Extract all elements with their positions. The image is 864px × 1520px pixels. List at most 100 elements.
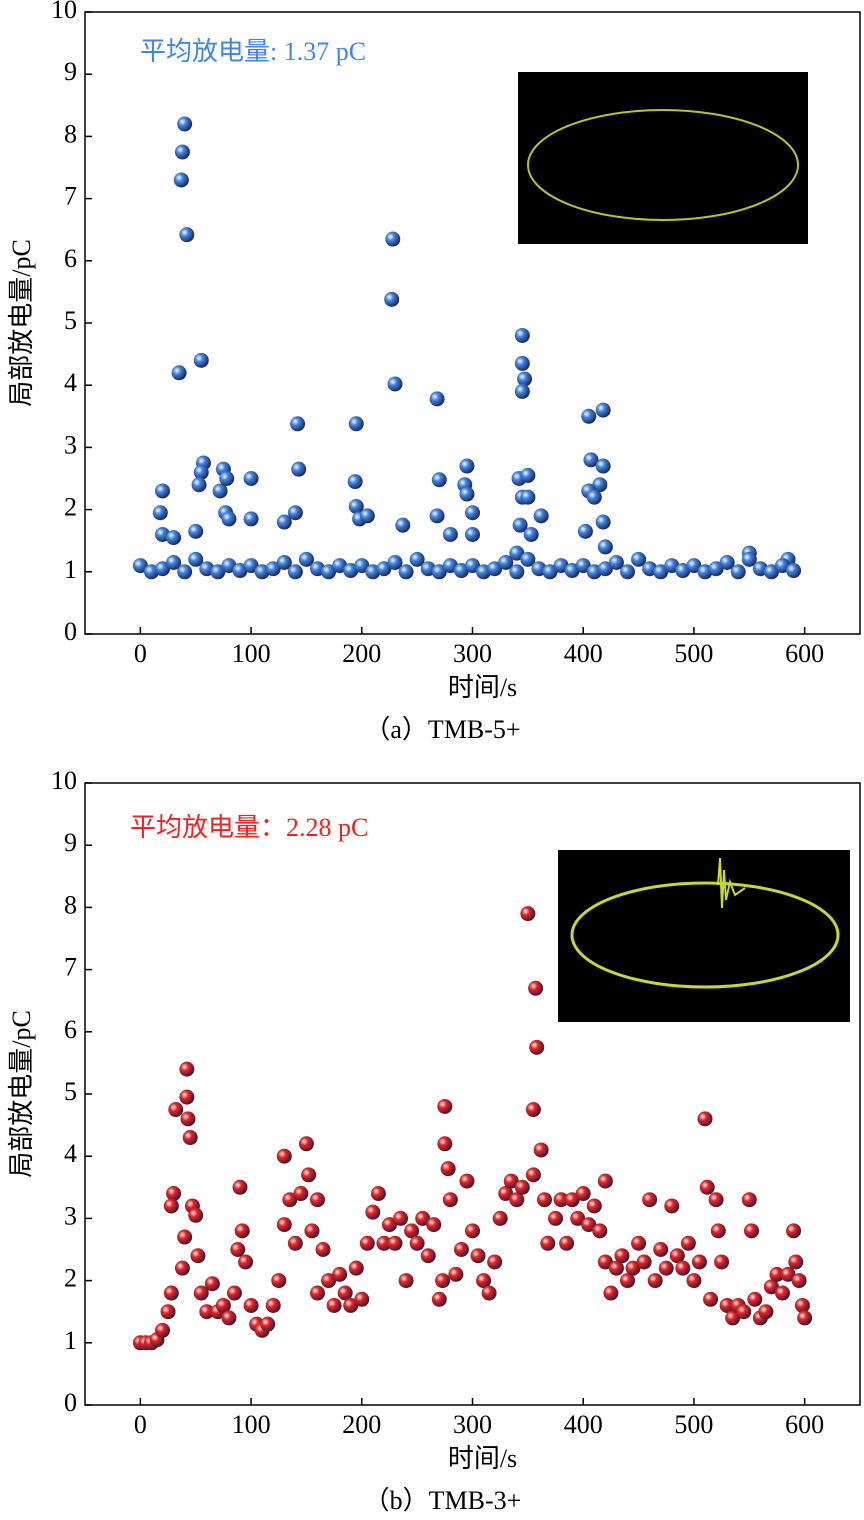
point [741, 551, 757, 567]
point [173, 172, 189, 188]
point [385, 231, 401, 247]
point [780, 1266, 796, 1282]
point [409, 1235, 425, 1251]
point [686, 1273, 702, 1289]
point [597, 1254, 613, 1270]
point [498, 554, 514, 570]
point [230, 1242, 246, 1257]
y-tick-label: 6 [64, 1015, 77, 1044]
point [163, 1285, 179, 1301]
point [769, 1266, 785, 1282]
point [271, 1273, 287, 1289]
point [221, 511, 237, 527]
point [212, 483, 228, 499]
point [498, 1186, 514, 1202]
y-tick-label: 9 [64, 57, 77, 86]
x-tick-label: 500 [674, 639, 713, 668]
point [343, 1297, 359, 1313]
point [481, 1285, 497, 1301]
y-tick-label: 1 [64, 555, 77, 584]
point [512, 517, 528, 533]
point [575, 558, 591, 574]
point [168, 1102, 184, 1118]
x-tick-label: 400 [564, 639, 603, 668]
point [514, 355, 530, 371]
point [298, 1136, 314, 1152]
point [226, 1285, 242, 1301]
point [448, 1266, 464, 1282]
point [636, 1254, 652, 1270]
point [747, 1291, 763, 1307]
point [459, 486, 475, 502]
point [614, 1248, 630, 1264]
y-tick-label: 2 [64, 493, 77, 522]
point [179, 227, 195, 243]
point [163, 1198, 179, 1214]
point [393, 1210, 409, 1226]
point [440, 1161, 456, 1177]
point [219, 471, 235, 486]
point [775, 1285, 790, 1301]
point [492, 1210, 508, 1226]
point [290, 416, 306, 432]
point [536, 1192, 552, 1208]
point [794, 1297, 810, 1313]
point [509, 564, 525, 580]
point [586, 1198, 602, 1214]
point [348, 1260, 364, 1276]
point [210, 564, 226, 580]
point [763, 564, 779, 580]
point [525, 1102, 541, 1118]
point [160, 1304, 176, 1320]
point [487, 1254, 503, 1270]
point [387, 376, 403, 392]
inset-background [558, 850, 850, 1022]
y-tick-label: 8 [64, 890, 77, 919]
inset-b [558, 850, 850, 1022]
point [658, 1260, 674, 1276]
point [581, 408, 597, 424]
point [287, 564, 303, 580]
point [592, 1223, 608, 1239]
point [533, 508, 549, 524]
point [437, 1136, 453, 1152]
point [540, 1235, 556, 1251]
point [435, 1273, 451, 1289]
point [797, 1310, 813, 1326]
point [453, 1242, 469, 1257]
point [179, 1061, 195, 1077]
point [376, 561, 392, 577]
point [620, 564, 635, 580]
point [437, 1098, 453, 1114]
point [155, 1322, 170, 1338]
point [180, 1111, 196, 1127]
point [459, 458, 475, 474]
point [642, 1192, 658, 1208]
point [575, 1186, 591, 1202]
point [581, 1217, 597, 1233]
point [193, 1285, 209, 1301]
x-tick-label: 200 [342, 1410, 381, 1439]
y-tick-label: 1 [64, 1326, 77, 1355]
y-tick-label: 5 [64, 1077, 77, 1106]
point [347, 474, 363, 490]
point [174, 1260, 190, 1276]
point [179, 1089, 195, 1105]
point [597, 1173, 613, 1189]
point [431, 1291, 447, 1307]
point [191, 477, 207, 493]
point [631, 1235, 647, 1251]
point [321, 564, 337, 580]
point [415, 1210, 431, 1226]
point [152, 505, 168, 521]
point [699, 1179, 715, 1195]
point [459, 1173, 475, 1189]
point [315, 1242, 331, 1257]
x-tick-label: 500 [674, 1410, 713, 1439]
point [559, 1235, 575, 1251]
x-tick-label: 0 [134, 639, 147, 668]
y-tick-label: 9 [64, 828, 77, 857]
point [298, 551, 314, 567]
y-tick-label: 10 [51, 766, 77, 795]
point [533, 1142, 549, 1158]
